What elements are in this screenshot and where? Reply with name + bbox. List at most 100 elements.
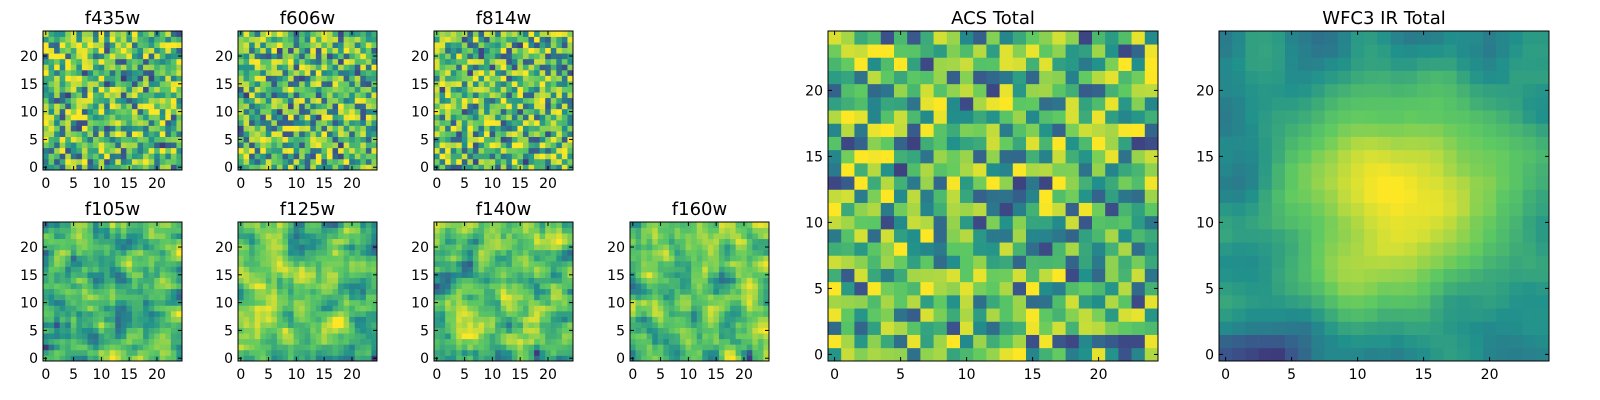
- heatmap-cell: [143, 310, 149, 317]
- heatmap-cell: [143, 249, 149, 256]
- heatmap-cell: [131, 42, 138, 49]
- heatmap-cell: [338, 344, 344, 351]
- heatmap-cell: [243, 114, 250, 121]
- heatmap-cell: [120, 227, 127, 234]
- heatmap-cell: [43, 58, 49, 65]
- heatmap-cell: [276, 142, 283, 149]
- heatmap-cell: [561, 322, 568, 328]
- heatmap-cell: [652, 244, 659, 251]
- heatmap-cell: [511, 272, 518, 278]
- heatmap-cell: [59, 283, 66, 290]
- heatmap-cell: [511, 283, 518, 290]
- heatmap-cell: [450, 131, 457, 137]
- heatmap-cell: [120, 136, 127, 143]
- heatmap-cell: [65, 260, 72, 267]
- heatmap-cell: [517, 42, 524, 49]
- heatmap-cell: [282, 53, 289, 60]
- heatmap-cell: [763, 333, 770, 340]
- heatmap-cell: [243, 233, 250, 240]
- heatmap-cell: [1039, 347, 1053, 362]
- x-tick-label: 15: [511, 176, 529, 192]
- heatmap-cell: [282, 227, 289, 234]
- heatmap-cell: [70, 299, 77, 306]
- heatmap-cell: [467, 131, 474, 137]
- heatmap-cell: [500, 36, 507, 43]
- heatmap-cell: [450, 97, 457, 104]
- heatmap-cell: [332, 131, 339, 137]
- heatmap-cell: [299, 103, 306, 110]
- heatmap-cell: [1105, 255, 1119, 269]
- heatmap-cell: [489, 249, 496, 256]
- heatmap-cell: [354, 103, 361, 110]
- heatmap-cell: [456, 238, 463, 245]
- heatmap-cell: [104, 42, 111, 49]
- heatmap-cell: [741, 294, 748, 301]
- heatmap-cell: [170, 349, 177, 356]
- heatmap-cell: [43, 69, 49, 76]
- heatmap-cell: [500, 277, 507, 284]
- heatmap-cell: [354, 131, 361, 137]
- heatmap-cell: [159, 355, 166, 362]
- y-tick-label: 15: [215, 268, 233, 284]
- heatmap-cell: [354, 355, 361, 362]
- heatmap-cell: [539, 238, 546, 245]
- heatmap-cell: [1105, 295, 1119, 309]
- heatmap-cell: [1118, 295, 1132, 309]
- heatmap-cell: [461, 75, 468, 82]
- y-tick-label: 15: [411, 268, 429, 284]
- heatmap-cell: [65, 344, 72, 351]
- heatmap-cell: [730, 355, 736, 362]
- heatmap-cell: [534, 244, 540, 251]
- heatmap-cell: [1105, 281, 1119, 296]
- heatmap-cell: [539, 266, 546, 273]
- heatmap-cell: [59, 53, 66, 60]
- heatmap-cell: [461, 316, 468, 323]
- heatmap-cell: [511, 147, 518, 154]
- heatmap-cell: [434, 238, 440, 245]
- heatmap-cell: [159, 277, 166, 284]
- heatmap-cell: [500, 222, 507, 228]
- heatmap-cell: [315, 86, 322, 93]
- heatmap-cell: [561, 260, 568, 267]
- heatmap-cell: [332, 316, 339, 323]
- heatmap-cell: [702, 310, 709, 317]
- heatmap-cell: [87, 58, 94, 65]
- heatmap-cell: [310, 136, 317, 143]
- heatmap-cell: [115, 260, 122, 267]
- heatmap-cell: [299, 255, 306, 262]
- heatmap-cell: [545, 58, 552, 65]
- heatmap-cell: [332, 75, 339, 82]
- heatmap-cell: [456, 272, 463, 278]
- heatmap-cell: [293, 310, 300, 317]
- heatmap-cell: [880, 202, 895, 217]
- heatmap-cell: [724, 327, 731, 334]
- heatmap-cell: [920, 242, 934, 256]
- heatmap-cell: [371, 75, 378, 82]
- heatmap-cell: [338, 81, 344, 87]
- heatmap-cell: [282, 36, 289, 43]
- heatmap-cell: [76, 58, 83, 65]
- heatmap-cell: [148, 316, 155, 323]
- heatmap-cell: [841, 347, 855, 362]
- heatmap-cell: [528, 131, 535, 137]
- heatmap-cell: [349, 238, 356, 245]
- heatmap-cell: [635, 294, 642, 301]
- heatmap-cell: [511, 86, 518, 93]
- heatmap-cell: [828, 347, 842, 362]
- heatmap-cell: [93, 227, 99, 234]
- heatmap-cell: [354, 114, 361, 121]
- heatmap-cell: [735, 305, 742, 312]
- x-tick-label: 0: [236, 176, 245, 192]
- heatmap-cell: [265, 288, 272, 295]
- heatmap-cell: [506, 294, 513, 301]
- heatmap-cell: [567, 249, 574, 256]
- heatmap-cell: [238, 227, 244, 234]
- heatmap-cell: [293, 86, 300, 93]
- heatmap-cell: [461, 64, 468, 71]
- heatmap-cell: [310, 333, 317, 340]
- heatmap-cell: [159, 31, 166, 37]
- heatmap-cell: [730, 338, 736, 345]
- heatmap-cell: [115, 53, 122, 60]
- heatmap-cell: [506, 142, 513, 149]
- heatmap-cell: [472, 316, 479, 323]
